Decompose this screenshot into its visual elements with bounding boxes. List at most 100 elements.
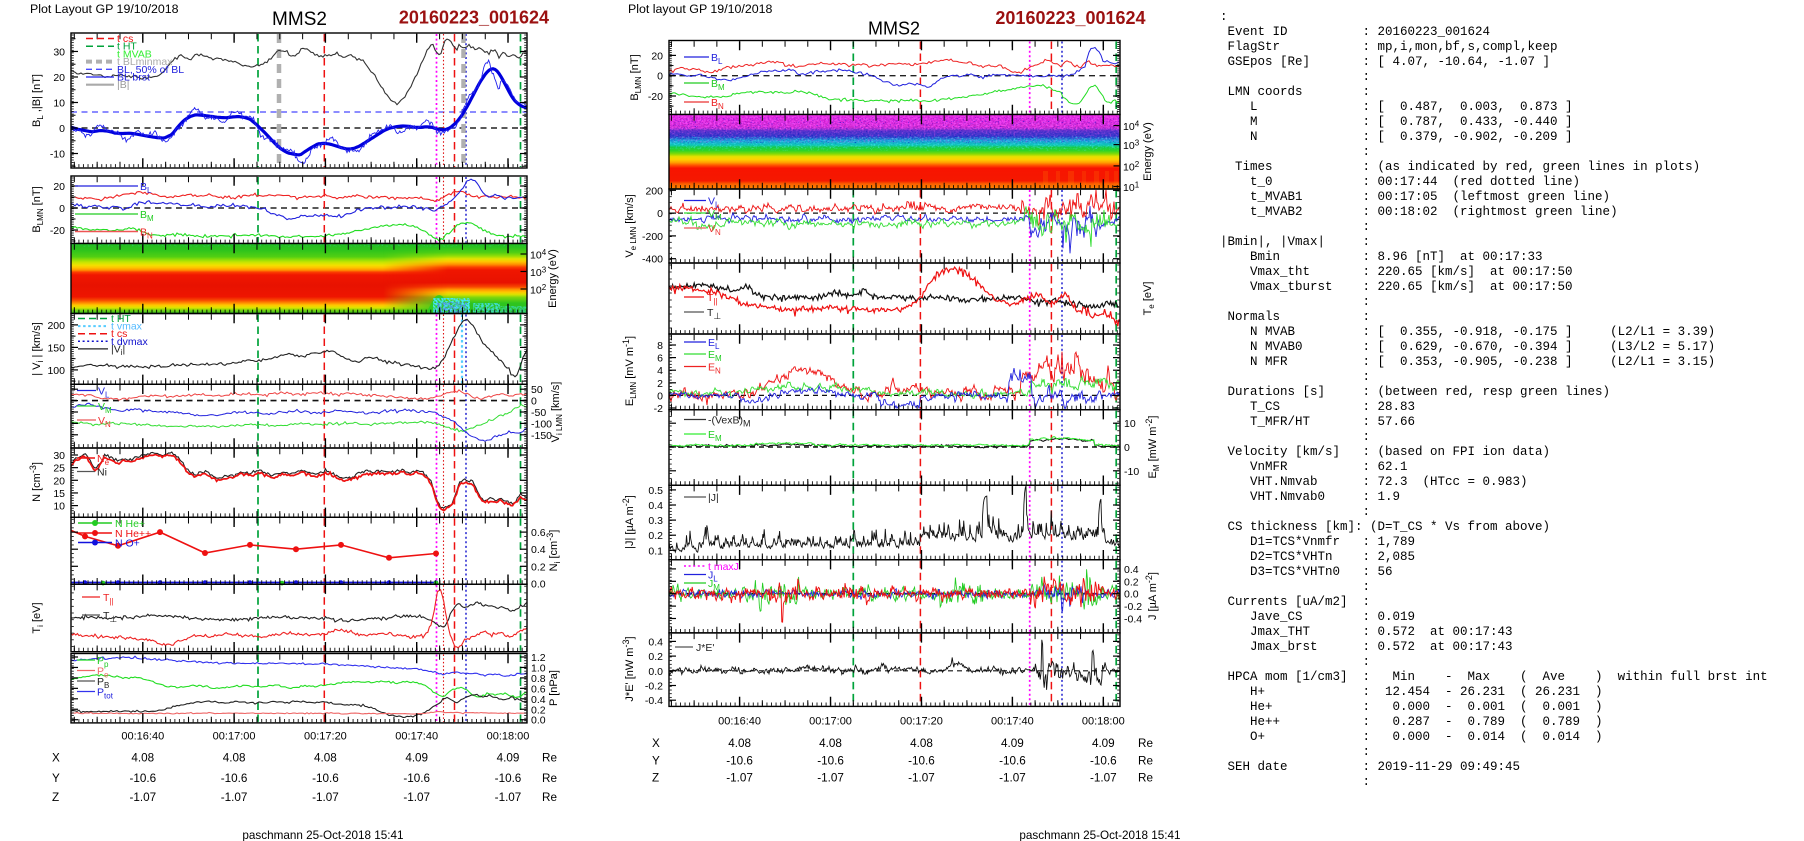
- svg-text:0.2: 0.2: [648, 530, 663, 542]
- svg-text:-1.07: -1.07: [908, 772, 935, 785]
- svg-text:T⊥: T⊥: [707, 307, 721, 321]
- svg-text:00:17:00: 00:17:00: [213, 731, 256, 743]
- svg-text:4.09: 4.09: [1001, 737, 1024, 750]
- svg-text:-1.07: -1.07: [495, 791, 522, 804]
- svg-text:10: 10: [53, 97, 65, 109]
- svg-text:4.08: 4.08: [819, 737, 842, 750]
- svg-text:200: 200: [47, 320, 65, 332]
- svg-text:X: X: [652, 737, 660, 750]
- svg-text:0: 0: [531, 396, 537, 408]
- svg-text:0.2: 0.2: [1124, 576, 1139, 588]
- svg-text:t maxJ: t maxJ: [708, 561, 739, 573]
- svg-text:|J|: |J|: [708, 492, 719, 504]
- svg-text:-1.07: -1.07: [129, 791, 156, 804]
- svg-text:4.09: 4.09: [1092, 737, 1115, 750]
- svg-text:2: 2: [657, 378, 663, 390]
- svg-text:X: X: [52, 752, 60, 765]
- svg-text:25: 25: [53, 463, 65, 475]
- svg-text:-0.4: -0.4: [645, 695, 663, 707]
- svg-text:4.08: 4.08: [728, 737, 751, 750]
- svg-text:-10.6: -10.6: [403, 772, 430, 785]
- svg-text:J*E': J*E': [696, 642, 714, 654]
- svg-text:-10.6: -10.6: [726, 754, 753, 767]
- svg-text:Y: Y: [652, 754, 660, 767]
- svg-text:4.08: 4.08: [910, 737, 933, 750]
- svg-text:20: 20: [651, 50, 663, 62]
- svg-text:Re: Re: [542, 752, 557, 765]
- svg-text:0: 0: [657, 390, 663, 402]
- svg-text:-1.07: -1.07: [726, 772, 753, 785]
- svg-text:8: 8: [657, 340, 663, 352]
- svg-text:0: 0: [59, 203, 65, 215]
- svg-text:00:16:40: 00:16:40: [121, 731, 164, 743]
- svg-text:-10.6: -10.6: [495, 772, 522, 785]
- svg-text:t cs: t cs: [111, 328, 127, 340]
- svg-text:T||: T||: [707, 292, 718, 306]
- svg-text:0.8: 0.8: [531, 673, 546, 685]
- svg-text:4: 4: [657, 365, 663, 377]
- svg-text:-0.2: -0.2: [1124, 601, 1142, 613]
- svg-text:Re: Re: [542, 772, 557, 785]
- svg-text:BL ,|B| [nT]: BL ,|B| [nT]: [31, 74, 45, 127]
- svg-text:0.0: 0.0: [648, 666, 663, 678]
- svg-text:EM [mW m-2]: EM [mW m-2]: [1144, 416, 1161, 479]
- svg-text:MMS2: MMS2: [272, 9, 327, 30]
- svg-text:4.08: 4.08: [131, 752, 154, 765]
- svg-text:Re: Re: [1138, 754, 1153, 767]
- svg-text:30: 30: [53, 450, 65, 462]
- svg-text:100: 100: [47, 365, 65, 377]
- svg-text:4.09: 4.09: [405, 752, 428, 765]
- svg-text:00:17:00: 00:17:00: [809, 716, 852, 728]
- svg-text:-10.6: -10.6: [129, 772, 156, 785]
- svg-text:Z: Z: [52, 791, 59, 804]
- svg-text:Energy (eV): Energy (eV): [1142, 122, 1154, 181]
- svg-text:-50: -50: [531, 407, 546, 419]
- svg-text:-10: -10: [50, 149, 65, 161]
- svg-text:00:18:00: 00:18:00: [487, 731, 530, 743]
- svg-text:BL brst: BL brst: [117, 72, 150, 84]
- svg-text:-(VexB)M: -(VexB)M: [708, 415, 751, 429]
- svg-text:-1.07: -1.07: [403, 791, 430, 804]
- svg-text:20: 20: [53, 181, 65, 193]
- svg-text:-0.4: -0.4: [1124, 614, 1142, 626]
- svg-text:0.0: 0.0: [531, 578, 546, 590]
- svg-text:20160223_001624: 20160223_001624: [995, 8, 1145, 28]
- svg-text:Y: Y: [52, 772, 60, 785]
- svg-text:Ti [eV]: Ti [eV]: [31, 602, 45, 633]
- svg-text:-10: -10: [1124, 466, 1139, 478]
- svg-text:t HT: t HT: [111, 313, 131, 325]
- svg-text:0.6: 0.6: [531, 527, 546, 539]
- svg-text:1.0: 1.0: [531, 662, 546, 674]
- svg-text:t cs: t cs: [117, 33, 133, 45]
- svg-text:Re: Re: [1138, 772, 1153, 785]
- svg-text:|Vi|: |Vi|: [111, 343, 125, 357]
- svg-text:MMS2: MMS2: [868, 19, 920, 39]
- svg-text:20: 20: [53, 475, 65, 487]
- svg-text:Ni: Ni: [97, 467, 107, 479]
- svg-text:Plot Layout GP 19/10/2018: Plot Layout GP 19/10/2018: [30, 2, 179, 16]
- svg-text:| Vi | [km/s]: | Vi | [km/s]: [31, 322, 45, 376]
- svg-text:|B|: |B|: [117, 79, 129, 91]
- svg-text:0.4: 0.4: [648, 636, 663, 648]
- svg-text:0: 0: [657, 71, 663, 83]
- svg-text:1.2: 1.2: [531, 652, 546, 664]
- svg-text:00:17:20: 00:17:20: [304, 731, 347, 743]
- svg-text:150: 150: [47, 342, 65, 354]
- svg-text:0.0: 0.0: [531, 715, 546, 727]
- svg-text:JL: JL: [708, 570, 718, 584]
- svg-text:0.2: 0.2: [531, 704, 546, 716]
- svg-text:N He+: N He+: [115, 518, 145, 530]
- svg-text:J*E' [nW m-3]: J*E' [nW m-3]: [621, 636, 636, 701]
- svg-text:0.2: 0.2: [648, 651, 663, 663]
- svg-text:Re: Re: [542, 791, 557, 804]
- svg-text:00:17:20: 00:17:20: [900, 716, 943, 728]
- svg-text:Te [eV]: Te [eV]: [1142, 282, 1156, 316]
- svg-text:t BLminmax: t BLminmax: [117, 56, 173, 68]
- svg-text:-10.6: -10.6: [1090, 754, 1117, 767]
- svg-text:-100: -100: [531, 418, 552, 430]
- svg-text:-400: -400: [642, 254, 663, 266]
- svg-text:6: 6: [657, 353, 663, 365]
- svg-text:10: 10: [53, 501, 65, 513]
- svg-text:-10.6: -10.6: [221, 772, 248, 785]
- svg-text:|J| [µA m-2]: |J| [µA m-2]: [621, 495, 636, 549]
